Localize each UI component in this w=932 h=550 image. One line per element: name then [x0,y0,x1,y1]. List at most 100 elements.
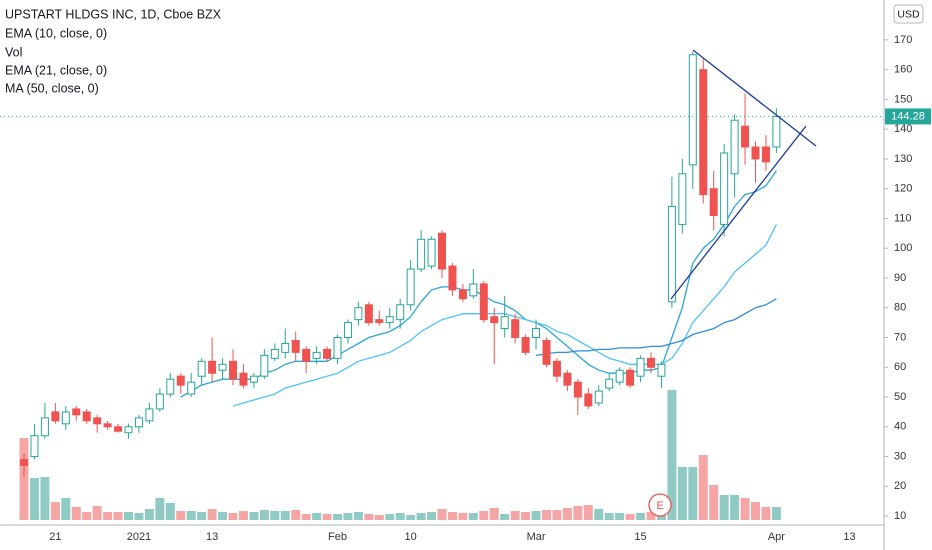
legend-item[interactable]: MA (50, close, 0) [5,81,99,95]
legend-title[interactable]: UPSTART HLDGS INC, 1D, Cboe BZX [5,7,222,21]
volume-bar [50,502,60,520]
candle-body [103,423,112,428]
candle-body [772,115,781,148]
x-tick-label: 13 [206,531,218,543]
candle-body [688,54,697,166]
volume-bar [761,507,771,520]
y-tick-label: 170 [894,34,912,46]
y-tick-label: 80 [894,302,906,314]
candle-body [699,69,708,196]
volume-bar [489,508,499,520]
y-tick-label: 120 [894,183,912,195]
x-tick-label: 21 [49,531,61,543]
volume-bar [385,514,395,520]
volume-bar [270,511,280,520]
candle-body [249,375,258,383]
volume-bar [615,513,625,520]
volume-bar [301,514,311,520]
volume-bar [500,514,510,520]
legend-item[interactable]: Vol [5,45,22,59]
y-tick-label: 30 [894,450,906,462]
candle-body [291,339,300,353]
volume-bar [740,498,750,520]
volume-layer [19,390,781,520]
candle-body [124,426,133,434]
candle-body [584,393,593,407]
candle-body [720,152,729,225]
candle-body [647,357,655,368]
candle-body [709,188,718,216]
volume-bar [19,438,29,520]
candle-body [218,363,227,371]
x-tick-label: 15 [634,531,646,543]
candle-body [396,304,405,321]
candle-body [375,319,384,324]
candle-body [438,232,446,270]
volume-bar [730,495,740,520]
candle-body [500,316,509,330]
y-tick-label: 160 [894,64,912,76]
y-tick-label: 110 [894,212,912,224]
currency-button[interactable]: USD [893,4,924,24]
volume-bar [447,512,457,520]
candle-body [260,354,269,377]
candle-body [354,307,363,321]
volume-bar [406,515,416,520]
candle-body [469,283,478,297]
volume-bar [333,514,342,520]
candle-body [239,372,248,386]
volume-bar [312,513,322,520]
candle-body [427,238,436,267]
volume-bar [636,513,646,520]
indicator-line [180,170,777,398]
legend: UPSTART HLDGS INC, 1D, Cboe BZX EMA (10,… [5,7,222,95]
currency-label[interactable]: USD [897,8,920,20]
candle-body [626,369,635,386]
candle-body [20,459,28,466]
volume-bar [427,512,437,520]
earnings-circle[interactable] [648,493,672,517]
volume-bar [479,511,489,520]
candle-body [208,360,217,374]
candle-body [605,378,614,389]
volume-bar [29,478,39,520]
legend-item[interactable]: EMA (10, close, 0) [5,26,107,40]
candle-body [479,283,488,321]
candle-body [573,381,582,398]
x-tick-label: 2021 [127,531,151,543]
candle-body [333,337,342,359]
volume-bar [280,511,290,520]
volume-bar [583,505,593,520]
candle-body [364,304,373,324]
candle-body [270,348,279,359]
candle-body [751,146,760,160]
candle-body [563,372,572,386]
candle-body [343,322,352,339]
candle-body [61,411,70,425]
candle-body [82,411,91,422]
y-tick-label: 10 [894,510,906,522]
y-tick-label: 150 [894,93,912,105]
earnings-marker[interactable]: E [648,493,672,517]
volume-bar [228,513,238,520]
volume-bar [40,477,50,520]
earnings-label[interactable]: E [656,500,663,512]
candle-body [30,435,39,458]
x-tick-label: Feb [328,531,347,543]
volume-bar [542,510,551,520]
legend-item[interactable]: EMA (21, close, 0) [5,63,107,77]
volume-bar [238,511,248,520]
volume-bar [124,512,133,520]
volume-bar [521,512,531,520]
y-tick-label: 60 [894,361,906,373]
currency-box[interactable] [893,4,924,24]
candle-body [155,393,164,410]
candle-body [197,360,206,377]
candle-body [134,417,143,428]
candle-body [511,319,520,338]
volume-bar [625,514,635,520]
candle-body [166,378,175,395]
volume-bar [594,509,604,520]
candle-body [51,411,60,422]
volume-bar [374,515,384,520]
